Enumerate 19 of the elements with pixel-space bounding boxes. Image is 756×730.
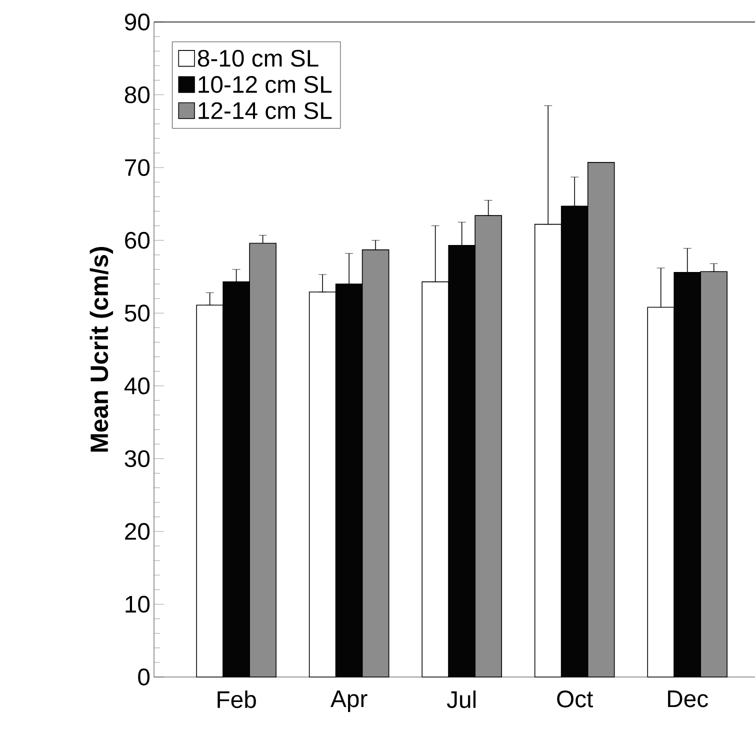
legend-label: 8-10 cm SL	[198, 50, 318, 67]
x-tick-label: Dec	[668, 690, 708, 708]
y-tick-label: 90	[125, 14, 150, 30]
y-tick-label: 20	[125, 522, 150, 540]
y-axis-title: Mean Ucrit (cm/s)	[90, 246, 114, 452]
y-tick-label: 10	[126, 596, 150, 613]
y-tick-label: 60	[125, 232, 150, 249]
y-tick-label: 80	[124, 86, 150, 104]
y-tick-label: 50	[124, 304, 150, 322]
y-tick-label: 40	[124, 377, 150, 394]
y-tick-label: 70	[125, 159, 150, 176]
y-tick-label: 30	[124, 450, 150, 468]
legend-label: 12-14 cm SL	[198, 102, 332, 120]
x-tick-label: Jul	[446, 690, 476, 708]
x-tick-label: Apr	[330, 690, 368, 712]
y-tick-label: 0	[138, 668, 150, 686]
legend-label: 10-12 cm SL	[198, 76, 332, 93]
x-tick-label: Feb	[218, 690, 256, 708]
x-tick-label: Oct	[557, 690, 594, 708]
